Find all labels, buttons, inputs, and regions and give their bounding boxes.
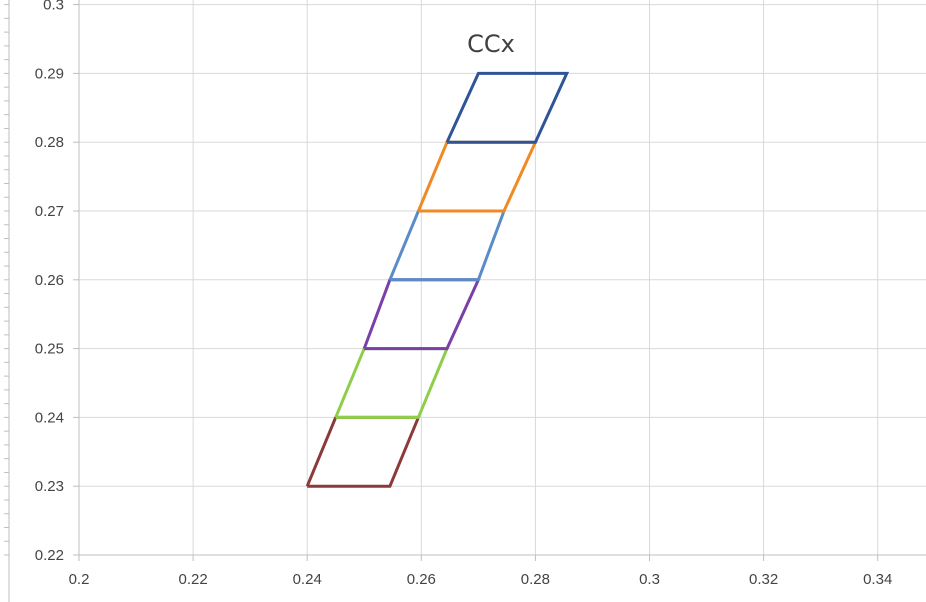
gridlines: [79, 0, 926, 555]
axes: [4, 0, 926, 602]
y-tick-label: 0.22: [35, 547, 64, 564]
y-tick-label: 0.25: [35, 341, 64, 358]
x-tick-label: 0.22: [178, 571, 207, 588]
x-tick-label: 0.2: [69, 571, 90, 588]
series-line-2: [334, 347, 450, 419]
x-tick-label: 0.32: [749, 571, 778, 588]
chart-title: CCx: [467, 30, 515, 58]
series-line-1: [305, 415, 421, 488]
y-tick-label: 0.24: [35, 409, 64, 426]
series-line-4: [388, 209, 507, 282]
tick-labels: 0.2 0.22 0.24 0.26 0.28 0.3 0.32 0.34 0.22 0.23 0.…: [35, 0, 893, 588]
y-tick-label: 0.3: [43, 0, 64, 14]
y-tick-label: 0.26: [35, 272, 64, 289]
series-line-5: [417, 140, 538, 213]
y-tick-label: 0.27: [35, 203, 64, 220]
x-tick-label: 0.26: [407, 571, 436, 588]
x-tick-label: 0.24: [293, 571, 322, 588]
x-tick-label: 0.28: [521, 571, 550, 588]
y-tick-label: 0.29: [35, 65, 64, 82]
x-tick-label: 0.34: [863, 571, 892, 588]
y-tick-label: 0.28: [35, 134, 64, 151]
series-layer: [305, 71, 570, 488]
y-tick-label: 0.23: [35, 478, 64, 495]
x-tick-label: 0.3: [639, 571, 660, 588]
series-line-6: [445, 71, 570, 144]
